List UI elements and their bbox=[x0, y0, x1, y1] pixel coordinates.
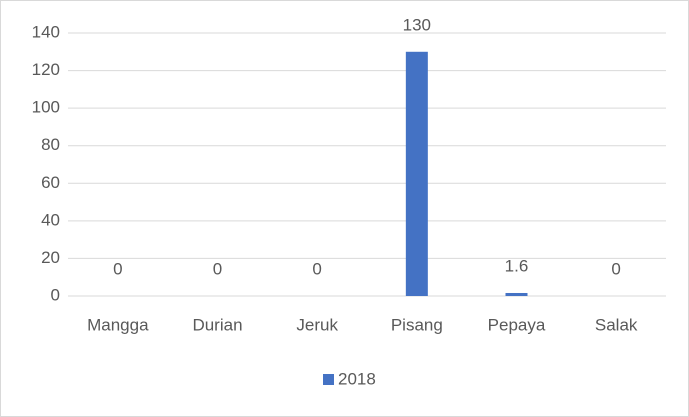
x-tick-label: Jeruk bbox=[296, 315, 338, 334]
data-label: 130 bbox=[403, 15, 431, 34]
y-tick-label: 40 bbox=[41, 210, 60, 229]
x-tick-label: Durian bbox=[192, 315, 242, 334]
legend-swatch bbox=[323, 374, 334, 385]
data-label: 0 bbox=[312, 259, 321, 278]
y-tick-label: 20 bbox=[41, 248, 60, 267]
x-tick-label: Pisang bbox=[391, 315, 443, 334]
y-tick-label: 140 bbox=[32, 22, 60, 41]
data-label: 0 bbox=[213, 259, 222, 278]
bar bbox=[405, 51, 428, 297]
x-tick-label: Mangga bbox=[87, 315, 149, 334]
y-tick-label: 0 bbox=[51, 285, 60, 304]
legend-label: 2018 bbox=[338, 369, 376, 388]
data-label: 0 bbox=[611, 259, 620, 278]
y-tick-label: 60 bbox=[41, 173, 60, 192]
x-tick-label: Pepaya bbox=[488, 315, 546, 334]
data-label: 1.6 bbox=[505, 256, 529, 275]
y-tick-label: 80 bbox=[41, 135, 60, 154]
x-tick-label: Salak bbox=[595, 315, 638, 334]
data-label: 0 bbox=[113, 259, 122, 278]
y-tick-label: 120 bbox=[32, 60, 60, 79]
bar bbox=[505, 292, 528, 296]
y-tick-label: 100 bbox=[32, 98, 60, 117]
